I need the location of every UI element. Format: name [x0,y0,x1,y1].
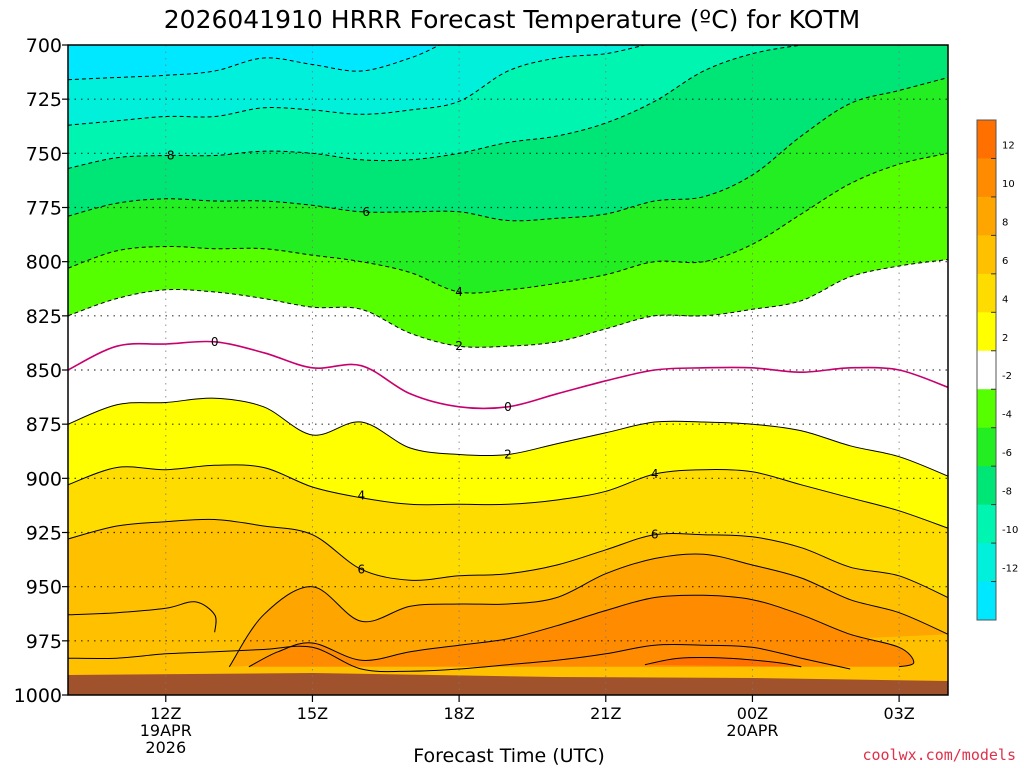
y-tick-label: 875 [26,414,62,436]
contour-line--6 [68,77,948,222]
colorbar-swatch [977,196,996,236]
contour-label: 0 [504,400,512,414]
contour-label: 4 [358,489,366,503]
contour-label: 6 [651,528,659,542]
colorbar-label: -8 [1002,487,1012,498]
contour-line--12 [68,45,440,81]
colorbar-swatch [977,312,996,352]
y-tick-label: 975 [26,631,62,653]
y-axis: 700 725 750 775 800 825 850 875 900 925 950 975 1000 [14,35,68,707]
colorbar-label: -2 [1002,371,1012,382]
contour-label: 6 [362,205,370,219]
contour-label: 2 [504,448,512,462]
chart-title: 2026041910 HRRR Forecast Temperature (ºC… [164,5,860,34]
contour-line-6 [68,518,948,598]
contour-line-0 [68,340,948,410]
colorbar-swatch [977,581,996,621]
y-tick-label: 775 [26,198,62,220]
x-tick-label: 21Z [590,704,621,723]
y-tick-label: 925 [26,523,62,545]
filled-contours [68,45,948,695]
y-tick-label: 750 [26,143,62,165]
x-tick-label: 20APR [726,721,778,740]
contour-line-4 [68,464,948,529]
colorbar-swatch [977,273,996,313]
y-tick-label: 725 [26,89,62,111]
colorbar-label: 4 [1002,294,1008,305]
band-fill-below--12 [68,45,440,80]
contour-label: 0 [211,335,219,349]
x-tick-label: 18Z [443,704,474,723]
contour-line--4 [68,152,948,294]
colorbar-swatch [977,543,996,583]
contour-line-10 [248,594,915,668]
x-tick-label: 12Z [150,704,181,723]
colorbar-swatch [977,427,996,467]
y-tick-label: 1000 [14,685,62,707]
plot-area: 8 6 4 2 0 0 2 4 6 4 6 [67,44,949,696]
colorbar-label: 10 [1002,179,1015,190]
colorbar-frame [976,119,997,621]
x-tick-label: 03Z [883,704,914,723]
contour-label: 2 [455,339,463,353]
band-fill-core-10 [248,595,914,667]
colorbar-swatch [977,350,996,390]
contour-line-8 [68,643,851,673]
colorbar-label: -6 [1002,448,1012,459]
x-tick-label: 19APR [140,721,192,740]
y-tick-label: 700 [26,35,62,57]
contour-label: 6 [358,562,366,576]
contour-line--8 [68,45,802,169]
y-tick-label: 825 [26,306,62,328]
contour-line-2 [68,397,948,477]
contour-line--2 [68,259,948,348]
x-axis-label: Forecast Time (UTC) [413,745,604,767]
colorbar-swatch [977,466,996,506]
x-tick-label: 00Z [737,704,768,723]
colorbar: 12 10 8 6 4 2 -2 -4 -6 -8 -10 -12 [976,119,1018,621]
contour-label: 4 [651,467,659,481]
contour-line--10 [68,45,646,126]
colorbar-label: -12 [1002,564,1018,575]
ground-strip [68,673,948,695]
colorbar-swatch [977,389,996,429]
x-tick-label: 2026 [145,738,186,757]
colorbar-swatch [977,158,996,198]
y-tick-label: 950 [26,577,62,599]
colorbar-swatch [977,504,996,544]
colorbar-label: 6 [1002,256,1008,267]
contour-lines [68,45,948,673]
contour-label: 8 [167,149,175,163]
colorbar-label: 12 [1002,140,1015,151]
contour-line-12 [644,656,802,668]
y-tick-label: 850 [26,360,62,382]
colorbar-label: 2 [1002,333,1008,344]
credit-link[interactable]: coolwx.com/models [862,746,1016,764]
x-tick-label: 15Z [297,704,328,723]
band-fill-core-12 [644,657,802,667]
colorbar-label: -10 [1002,525,1018,536]
contour-line-8 [68,601,217,633]
y-tick-label: 900 [26,468,62,490]
colorbar-swatch [977,235,996,275]
colorbar-label: 8 [1002,217,1008,228]
contour-label: 4 [455,285,463,299]
y-tick-label: 800 [26,252,62,274]
contour-line-8 [228,553,948,668]
colorbar-label: -4 [1002,410,1012,421]
colorbar-swatch [977,120,996,159]
contour-labels: 8 6 4 2 0 0 2 4 6 4 6 [167,149,659,577]
